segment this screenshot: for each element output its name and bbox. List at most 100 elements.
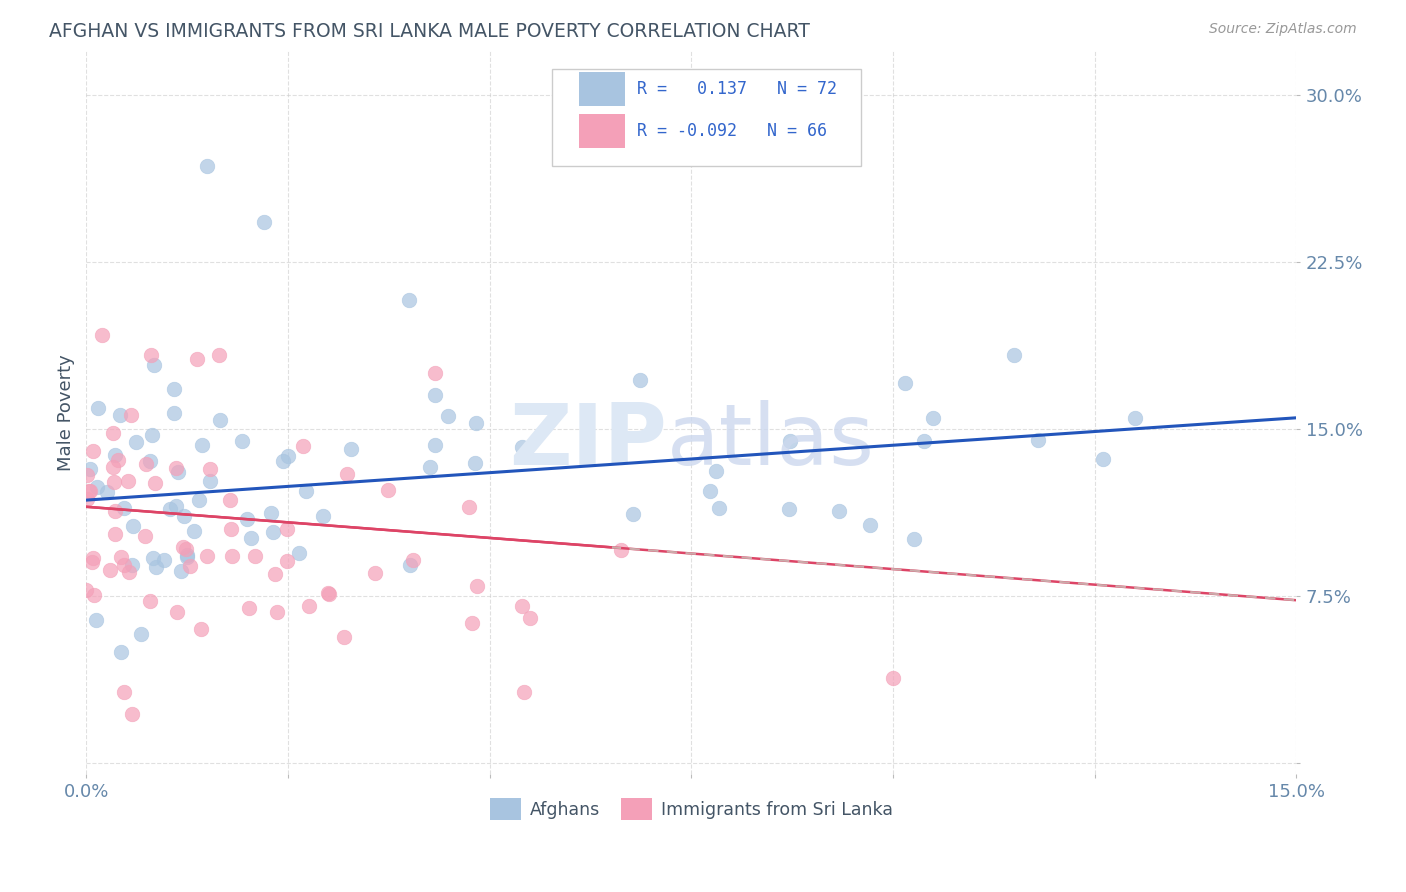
Point [143, 475, 166, 490]
Point [172, 540, 194, 554]
Point [163, 382, 186, 396]
Point [112, 500, 135, 515]
Point [292, 439, 315, 453]
Point [142, 358, 165, 372]
Point [79, 483, 101, 498]
Point [912, 434, 935, 449]
Point [104, 527, 127, 541]
Point [186, 351, 208, 366]
Point [1026, 433, 1049, 447]
Point [519, 611, 541, 625]
Point [253, 215, 276, 229]
Point [465, 578, 488, 592]
Point [922, 410, 945, 425]
Point [117, 475, 139, 489]
Point [425, 438, 447, 452]
Point [135, 457, 157, 471]
Point [276, 522, 298, 536]
Point [104, 448, 127, 462]
Point [464, 456, 486, 470]
Point [894, 376, 917, 390]
Point [121, 706, 143, 721]
Point [398, 293, 420, 307]
Point [129, 626, 152, 640]
Point [276, 554, 298, 568]
Point [159, 502, 181, 516]
Point [121, 558, 143, 573]
Point [103, 475, 125, 489]
Point [124, 435, 146, 450]
Point [318, 587, 340, 601]
Point [236, 512, 259, 526]
Point [312, 509, 335, 524]
Point [110, 645, 132, 659]
Point [699, 484, 721, 499]
Point [165, 461, 187, 475]
Point [465, 416, 488, 430]
Point [139, 349, 162, 363]
Point [377, 483, 399, 497]
Point [195, 549, 218, 563]
Point [121, 408, 143, 422]
Point [513, 685, 536, 699]
Point [145, 560, 167, 574]
Point [174, 541, 197, 556]
Point [179, 559, 201, 574]
FancyBboxPatch shape [579, 113, 624, 148]
Point [298, 599, 321, 614]
Text: R = -0.092   N = 66: R = -0.092 N = 66 [637, 122, 827, 140]
Point [363, 566, 385, 581]
Point [103, 504, 125, 518]
Point [630, 373, 652, 387]
Point [219, 522, 242, 536]
Point [96, 484, 118, 499]
Point [610, 543, 633, 558]
Point [134, 529, 156, 543]
Point [621, 508, 644, 522]
Point [260, 507, 283, 521]
Point [779, 434, 801, 448]
Point [98, 563, 121, 577]
Point [87, 401, 110, 416]
Point [108, 408, 131, 422]
FancyBboxPatch shape [579, 71, 624, 106]
Text: R =   0.137   N = 72: R = 0.137 N = 72 [637, 80, 837, 98]
Point [195, 160, 218, 174]
Point [176, 548, 198, 562]
Point [190, 622, 212, 636]
Point [138, 454, 160, 468]
Point [903, 532, 925, 546]
Point [704, 464, 727, 478]
Point [138, 594, 160, 608]
Point [166, 605, 188, 619]
Point [231, 434, 253, 449]
Point [76, 491, 98, 506]
Point [288, 546, 311, 560]
Point [436, 409, 458, 423]
Point [510, 599, 533, 613]
Point [118, 566, 141, 580]
Point [339, 442, 361, 457]
Point [423, 366, 446, 380]
Point [419, 460, 441, 475]
Point [218, 492, 240, 507]
Point [271, 454, 294, 468]
Point [457, 500, 479, 514]
Point [332, 630, 354, 644]
Point [399, 558, 422, 572]
Y-axis label: Male Poverty: Male Poverty [58, 354, 75, 471]
Legend: Afghans, Immigrants from Sri Lanka: Afghans, Immigrants from Sri Lanka [484, 791, 900, 827]
Point [859, 518, 882, 533]
Point [107, 453, 129, 467]
Point [238, 600, 260, 615]
Point [778, 501, 800, 516]
Point [75, 582, 97, 597]
Text: AFGHAN VS IMMIGRANTS FROM SRI LANKA MALE POVERTY CORRELATION CHART: AFGHAN VS IMMIGRANTS FROM SRI LANKA MALE… [49, 22, 810, 41]
Point [101, 425, 124, 440]
Point [173, 509, 195, 524]
Point [208, 348, 231, 362]
Point [165, 500, 187, 514]
Point [191, 438, 214, 452]
Point [79, 461, 101, 475]
Point [295, 483, 318, 498]
